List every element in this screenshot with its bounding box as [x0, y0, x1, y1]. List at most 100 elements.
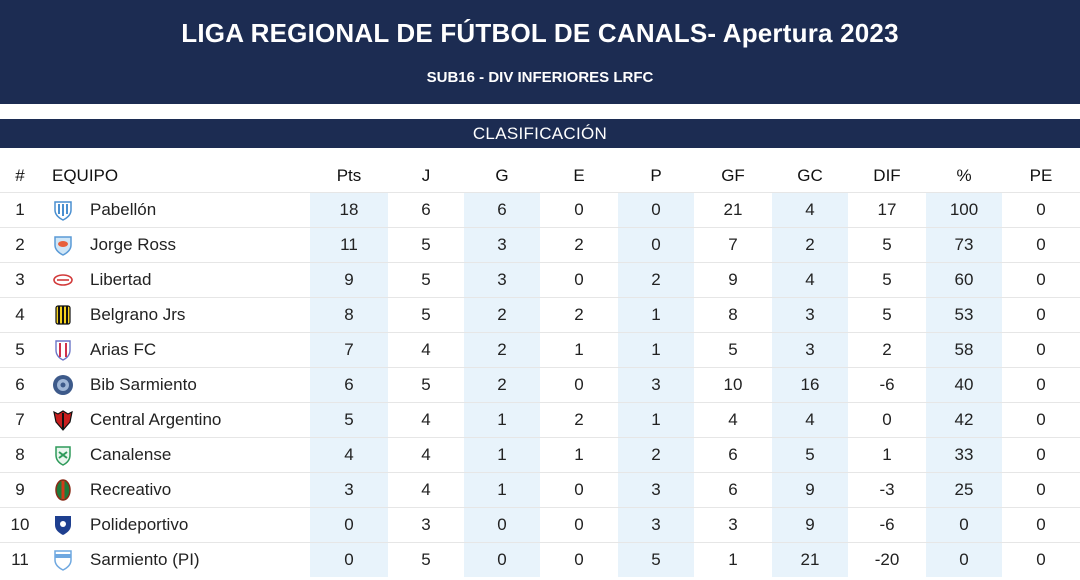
- cell-pct: 60: [926, 263, 1002, 297]
- cell-gc: 3: [772, 298, 848, 332]
- cell-e: 1: [574, 445, 584, 464]
- table-row: 11 Sarmiento (PI) 0 5 0 0 5 1 21 -20 0 0: [0, 542, 1080, 577]
- row-team: Belgrano Jrs: [48, 298, 310, 332]
- cell-gf: 3: [728, 515, 738, 534]
- table-row: 10 Polideportivo 0 3 0 0 3 3 9 -6 0 0: [0, 507, 1080, 542]
- cell-gc: 4: [772, 403, 848, 437]
- team-name: Sarmiento (PI): [90, 550, 200, 569]
- cell-dif: 2: [882, 340, 892, 359]
- row-position: 11: [11, 550, 29, 569]
- cell-g: 0: [464, 508, 540, 542]
- cell-dif: 1: [882, 445, 892, 464]
- cell-p: 0: [618, 228, 694, 262]
- standings-table: # EQUIPO Pts J G E P GF GC DIF % PE 1 Pab…: [0, 159, 1080, 577]
- cell-e: 1: [574, 340, 584, 359]
- cell-gf: 9: [728, 270, 738, 289]
- row-team: Polideportivo: [48, 508, 310, 542]
- cell-j: 4: [421, 480, 431, 499]
- cell-pct: 25: [926, 473, 1002, 507]
- cell-dif: 17: [877, 200, 897, 219]
- cell-gc: 16: [772, 368, 848, 402]
- table-row: 3 Libertad 9 5 3 0 2 9 4 5 60 0: [0, 262, 1080, 297]
- pabellon-crest-icon: [50, 197, 76, 223]
- cell-e: 0: [574, 550, 584, 569]
- cell-gc: 3: [772, 333, 848, 367]
- cell-gf: 5: [728, 340, 738, 359]
- col-header-gc: GC: [797, 165, 823, 185]
- cell-g: 1: [464, 473, 540, 507]
- cell-j: 5: [421, 305, 431, 324]
- team-name: Belgrano Jrs: [90, 305, 186, 324]
- col-header-pos: #: [15, 165, 25, 185]
- cell-pct: 42: [926, 403, 1002, 437]
- cell-pe: 0: [1036, 200, 1046, 219]
- team-name: Central Argentino: [90, 410, 222, 429]
- table-row: 1 Pabellón 18 6 6 0 0 21 4 17 100 0: [0, 192, 1080, 227]
- cell-dif: 0: [882, 410, 892, 429]
- cell-pts: 18: [310, 193, 388, 227]
- cell-g: 3: [464, 263, 540, 297]
- cell-j: 5: [421, 270, 431, 289]
- central-argentino-crest-icon: [50, 407, 76, 433]
- cell-e: 0: [574, 270, 584, 289]
- cell-g: 0: [464, 543, 540, 577]
- cell-e: 0: [574, 480, 584, 499]
- page-header: LIGA REGIONAL DE FÚTBOL DE CANALS- Apert…: [0, 0, 1080, 104]
- cell-pe: 0: [1036, 270, 1046, 289]
- cell-p: 1: [618, 403, 694, 437]
- table-row: 6 Bib Sarmiento 6 5 2 0 3 10 16 -6 40 0: [0, 367, 1080, 402]
- cell-pts: 0: [310, 543, 388, 577]
- cell-j: 5: [421, 235, 431, 254]
- cell-pe: 0: [1036, 550, 1046, 569]
- team-name: Bib Sarmiento: [90, 375, 197, 394]
- col-header-dif: DIF: [873, 165, 901, 185]
- cell-e: 2: [574, 305, 584, 324]
- table-row: 7 Central Argentino 5 4 1 2 1 4 4 0 42 0: [0, 402, 1080, 437]
- cell-gf: 8: [728, 305, 738, 324]
- cell-g: 3: [464, 228, 540, 262]
- table-row: 2 Jorge Ross 11 5 3 2 0 7 2 5 73 0: [0, 227, 1080, 262]
- row-position: 4: [15, 305, 25, 324]
- polideportivo-crest-icon: [50, 512, 76, 538]
- sarmiento-pi-crest-icon: [50, 547, 76, 573]
- cell-dif: -3: [879, 480, 895, 499]
- cell-pe: 0: [1036, 375, 1046, 394]
- team-name: Libertad: [90, 270, 152, 289]
- cell-gf: 10: [723, 375, 743, 394]
- cell-dif: 5: [882, 235, 892, 254]
- cell-gf: 6: [728, 480, 738, 499]
- col-header-gf: GF: [721, 165, 745, 185]
- row-position: 5: [15, 340, 25, 359]
- cell-p: 3: [618, 473, 694, 507]
- cell-gc: 5: [772, 438, 848, 472]
- cell-j: 3: [421, 515, 431, 534]
- page-subtitle: SUB16 - DIV INFERIORES LRFC: [426, 69, 654, 86]
- table-header: # EQUIPO Pts J G E P GF GC DIF % PE: [0, 159, 1080, 192]
- cell-pts: 8: [310, 298, 388, 332]
- cell-gc: 4: [772, 193, 848, 227]
- cell-pts: 3: [310, 473, 388, 507]
- col-header-pct: %: [956, 165, 972, 185]
- cell-pe: 0: [1036, 515, 1046, 534]
- cell-p: 2: [618, 438, 694, 472]
- libertad-crest-icon: [50, 267, 76, 293]
- team-name: Recreativo: [90, 480, 172, 499]
- cell-pts: 4: [310, 438, 388, 472]
- table-row: 9 Recreativo 3 4 1 0 3 6 9 -3 25 0: [0, 472, 1080, 507]
- row-position: 2: [15, 235, 25, 254]
- row-position: 3: [15, 270, 25, 289]
- row-team: Pabellón: [48, 193, 310, 227]
- cell-dif: -6: [879, 375, 895, 394]
- cell-pct: 0: [926, 508, 1002, 542]
- cell-pts: 9: [310, 263, 388, 297]
- row-team: Jorge Ross: [48, 228, 310, 262]
- cell-gc: 9: [772, 508, 848, 542]
- cell-e: 0: [574, 515, 584, 534]
- col-header-j: J: [421, 165, 431, 185]
- row-position: 1: [15, 200, 25, 219]
- team-name: Arias FC: [90, 340, 157, 359]
- cell-dif: 5: [882, 270, 892, 289]
- recreativo-crest-icon: [50, 477, 76, 503]
- cell-gf: 4: [728, 410, 738, 429]
- cell-pts: 5: [310, 403, 388, 437]
